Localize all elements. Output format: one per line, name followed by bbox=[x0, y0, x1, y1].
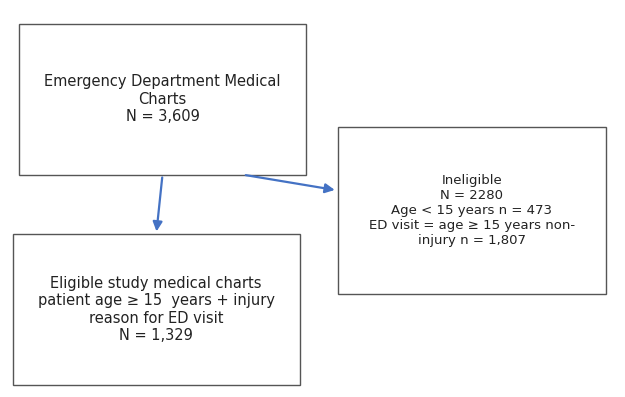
Text: Ineligible
N = 2280
Age < 15 years n = 473
ED visit = age ≥ 15 years non-
injury: Ineligible N = 2280 Age < 15 years n = 4… bbox=[369, 174, 575, 247]
Text: Eligible study medical charts
patient age ≥ 15  years + injury
reason for ED vis: Eligible study medical charts patient ag… bbox=[38, 276, 275, 343]
FancyBboxPatch shape bbox=[12, 234, 300, 385]
Text: Emergency Department Medical
Charts
N = 3,609: Emergency Department Medical Charts N = … bbox=[44, 74, 281, 124]
FancyBboxPatch shape bbox=[19, 24, 306, 175]
FancyBboxPatch shape bbox=[338, 127, 606, 294]
